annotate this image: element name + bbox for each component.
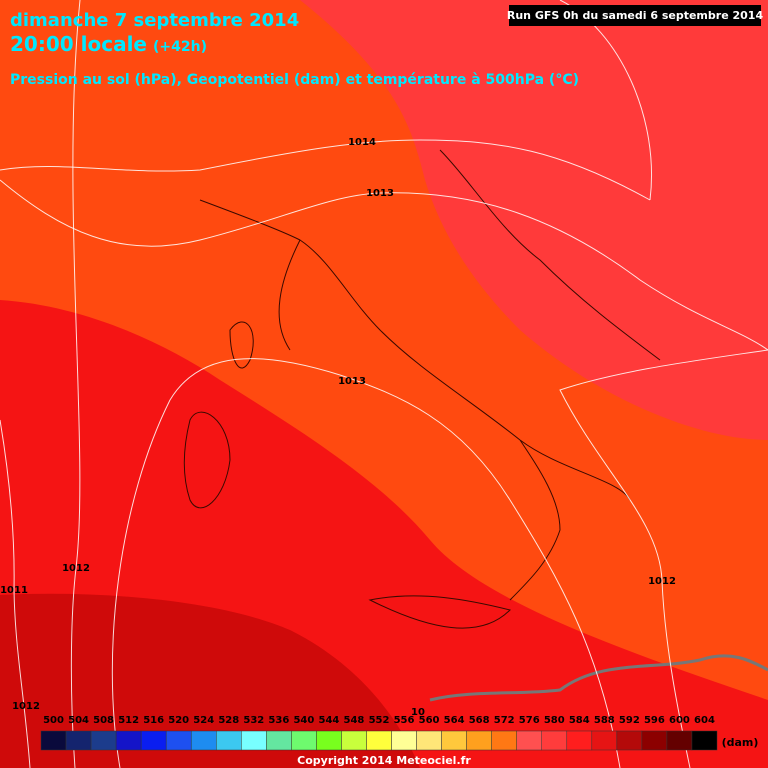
colorbar-label: 592 — [619, 715, 640, 726]
time-line: 20:00 locale (+42h) — [10, 32, 207, 56]
isobar — [70, 0, 81, 768]
isobar-label: 10 — [411, 707, 425, 718]
colorbar-swatch — [466, 730, 492, 751]
colorbar-swatch — [666, 730, 693, 751]
subtitle: Pression au sol (hPa), Geopotentiel (dam… — [10, 72, 579, 88]
colorbar-label: 544 — [318, 715, 339, 726]
colorbar-swatch — [341, 730, 367, 751]
colorbar-label: 596 — [644, 715, 665, 726]
isobar — [559, 349, 768, 768]
isobar — [0, 139, 651, 201]
isobar-label: 1013 — [366, 188, 394, 199]
colorbar-label: 560 — [419, 715, 440, 726]
border-line — [429, 654, 768, 702]
colorbar-label: 580 — [544, 715, 565, 726]
title: dimanche 7 septembre 2014 — [10, 10, 299, 31]
colorbar-swatch — [641, 730, 668, 751]
colorbar-label: 556 — [394, 715, 415, 726]
colorbar-swatch — [216, 730, 242, 751]
colorbar-swatch — [65, 730, 92, 751]
time: 20:00 locale — [10, 32, 147, 56]
colorbar-swatch — [391, 730, 417, 751]
colorbar-swatch — [291, 730, 317, 751]
colorbar-swatch — [516, 730, 542, 751]
colorbar-label: 564 — [444, 715, 465, 726]
colorbar-label: 532 — [243, 715, 264, 726]
run-box — [509, 5, 761, 26]
colorbar-label: 520 — [168, 715, 189, 726]
isobar — [111, 358, 621, 768]
colorbar-swatch — [591, 730, 618, 751]
colorbar-swatch — [316, 730, 342, 751]
colorbar-label: 540 — [293, 715, 314, 726]
colorbar-label: 600 — [669, 715, 690, 726]
isobar-label: 1012 — [648, 576, 676, 587]
coastlines — [183, 149, 661, 629]
colorbar-swatch — [691, 730, 718, 751]
colorbar-label: 528 — [218, 715, 239, 726]
isobar-label: 1011 — [0, 585, 28, 596]
colorbar-label: 524 — [193, 715, 214, 726]
colorbar-label: 584 — [569, 715, 590, 726]
colorbar-swatch — [491, 730, 517, 751]
colorbar-unit: (dam) — [722, 736, 759, 749]
colorbar-swatch — [190, 730, 217, 751]
isobar-label: 1013 — [338, 376, 366, 387]
colorbar-swatch — [40, 730, 67, 751]
colorbar-swatch — [140, 730, 167, 751]
run-label: Run GFS 0h du samedi 6 septembre 2014 — [507, 9, 764, 22]
colorbar-swatch — [165, 730, 192, 751]
isobar-label: 1012 — [12, 701, 40, 712]
lead-time: (+42h) — [153, 39, 207, 55]
colorbar-label: 604 — [694, 715, 715, 726]
colorbar-label: 552 — [369, 715, 390, 726]
colorbar-swatch — [241, 730, 267, 751]
copyright: Copyright 2014 Meteociel.fr — [297, 754, 471, 767]
colorbar-label: 500 — [43, 715, 64, 726]
colorbar-label: 568 — [469, 715, 490, 726]
colorbar-label: 512 — [118, 715, 139, 726]
colorbar-label: 508 — [93, 715, 114, 726]
isobar — [0, 419, 31, 768]
colorbar-swatch — [616, 730, 643, 751]
colorbar-swatch — [566, 730, 593, 751]
colorbar-swatch — [115, 730, 142, 751]
colorbar-label: 536 — [268, 715, 289, 726]
zone-east — [300, 0, 768, 440]
colorbar-swatch — [541, 730, 568, 751]
colorbar-swatch — [441, 730, 467, 751]
colorbar-label: 572 — [494, 715, 515, 726]
isobar — [0, 179, 768, 351]
colorbar-label: 516 — [143, 715, 164, 726]
isobar-label: 1012 — [62, 563, 90, 574]
colorbar-swatch — [366, 730, 392, 751]
colorbar-label: 504 — [68, 715, 89, 726]
colorbar-swatch — [266, 730, 292, 751]
colorbar-label: 588 — [594, 715, 615, 726]
colorbar: 500 504 508 512 516 520 524 528 532 536 540 544 548 5… — [40, 715, 718, 751]
isobar-label: 1014 — [348, 137, 376, 148]
zone-southwest — [0, 593, 420, 768]
colorbar-label: 576 — [519, 715, 540, 726]
colorbar-swatch — [90, 730, 117, 751]
colorbar-label: 548 — [344, 715, 365, 726]
colorbar-swatch — [416, 730, 442, 751]
